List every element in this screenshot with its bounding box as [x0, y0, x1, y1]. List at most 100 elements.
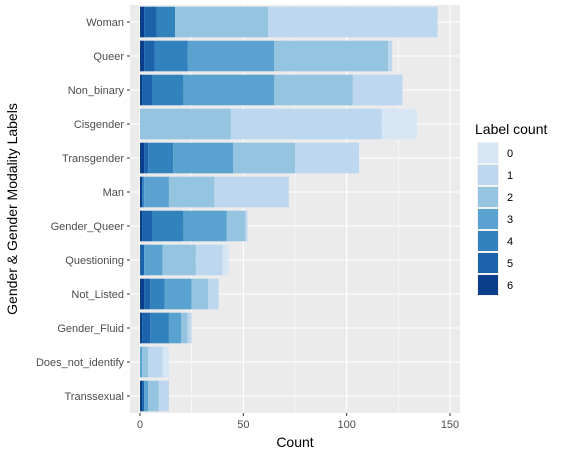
- x-tick-label: 100: [337, 419, 355, 431]
- bar-segment: [142, 176, 145, 208]
- bar-segment: [140, 380, 143, 412]
- y-tick-label: Not_Listed: [71, 289, 124, 301]
- bar-segment: [245, 210, 248, 242]
- bar-segment: [173, 142, 233, 174]
- bar-segment: [274, 40, 388, 72]
- x-tick-label: 0: [137, 419, 143, 431]
- bar-segment: [142, 346, 149, 378]
- bar-segment: [162, 244, 196, 276]
- bar-segment: [233, 142, 295, 174]
- legend-swatch: [478, 231, 498, 251]
- legend-swatch: [478, 143, 498, 163]
- bar-segment: [140, 40, 145, 72]
- bar-segment: [352, 74, 403, 106]
- bar-segment: [152, 74, 184, 106]
- y-tick-label: Gender_Queer: [51, 221, 125, 233]
- bar-segment: [154, 40, 188, 72]
- bar-segment: [140, 244, 145, 276]
- legend-swatch: [478, 275, 498, 295]
- bar-segment: [140, 142, 145, 174]
- y-tick-label: Does_not_identify: [36, 357, 125, 369]
- bar-segment: [144, 40, 155, 72]
- bar-segment: [187, 40, 275, 72]
- bar-segment: [168, 312, 182, 344]
- bar-segment: [168, 176, 215, 208]
- y-tick-label: Transsexual: [64, 391, 124, 403]
- legend-title: Label count: [475, 121, 548, 137]
- bar-segment: [295, 142, 360, 174]
- bar-segment: [164, 278, 192, 310]
- legend-swatch: [478, 187, 498, 207]
- y-tick-label: Non_binary: [68, 85, 125, 97]
- bar-segment: [150, 312, 169, 344]
- legend-label: 5: [507, 258, 513, 270]
- bar-segment: [156, 6, 176, 38]
- bar-segment: [208, 278, 219, 310]
- bar-segment: [158, 380, 169, 412]
- bar-segment: [144, 380, 149, 412]
- bar-segment: [142, 312, 151, 344]
- bar-segment: [230, 108, 382, 140]
- y-tick-label: Questioning: [65, 255, 124, 267]
- bar-segment: [268, 6, 438, 38]
- bar-segment: [226, 210, 246, 242]
- y-tick-label: Gender_Fluid: [57, 323, 124, 335]
- bar-segment: [214, 176, 289, 208]
- bar-segment: [140, 74, 143, 106]
- y-tick-label: Queer: [93, 51, 124, 63]
- bar-segment: [148, 346, 163, 378]
- bar-segment: [183, 74, 275, 106]
- bar-segment: [144, 244, 163, 276]
- bar-segment: [183, 210, 227, 242]
- y-tick-label: Cisgender: [74, 119, 124, 131]
- legend-swatch: [478, 209, 498, 229]
- bar-segment: [140, 312, 143, 344]
- bar-segment: [144, 142, 149, 174]
- legend-label: 6: [507, 280, 513, 292]
- bar-segment: [152, 210, 184, 242]
- bar-segment: [142, 380, 145, 412]
- y-axis-title: Gender & Gender Modality Labels: [4, 103, 20, 315]
- bar-segment: [274, 74, 353, 106]
- bar-segment: [140, 346, 143, 378]
- legend-label: 2: [507, 192, 513, 204]
- y-axis: Woman Queer Non_binary Cisgender Transgender…: [36, 17, 130, 403]
- bar-segment: [150, 278, 165, 310]
- legend-swatch: [478, 165, 498, 185]
- bar-segment: [140, 108, 231, 140]
- bar-segment: [144, 278, 151, 310]
- bar-segment: [195, 244, 223, 276]
- x-tick-label: 150: [441, 419, 459, 431]
- bar-segment: [140, 278, 145, 310]
- bar-segment: [142, 74, 153, 106]
- legend-label: 0: [507, 148, 513, 160]
- bar-segment: [148, 142, 174, 174]
- bar-segment: [140, 210, 143, 242]
- bar-segment: [381, 108, 417, 140]
- legend: Label count 0 1 2 3 4 5 6: [475, 121, 548, 296]
- x-axis-title: Count: [276, 434, 313, 450]
- bar-segment: [148, 380, 159, 412]
- bar-segment: [181, 312, 188, 344]
- bar-layer: [140, 6, 438, 412]
- y-tick-label: Transgender: [62, 153, 124, 165]
- bar-segment: [162, 346, 169, 378]
- bar-segment: [140, 6, 145, 38]
- bar-segment: [222, 244, 229, 276]
- bar-segment: [144, 6, 157, 38]
- bar-segment: [191, 278, 209, 310]
- y-tick-label: Woman: [86, 17, 124, 29]
- legend-swatch: [478, 253, 498, 273]
- x-tick-label: 50: [237, 419, 249, 431]
- bar-segment: [175, 6, 269, 38]
- bar-segment: [388, 40, 393, 72]
- bar-segment: [144, 176, 169, 208]
- bar-segment: [187, 312, 192, 344]
- bar-segment: [142, 210, 153, 242]
- legend-label: 3: [507, 214, 513, 226]
- legend-label: 4: [507, 236, 513, 248]
- bar-segment: [140, 176, 143, 208]
- x-axis: 0 50 100 150: [137, 413, 459, 431]
- legend-label: 1: [507, 170, 513, 182]
